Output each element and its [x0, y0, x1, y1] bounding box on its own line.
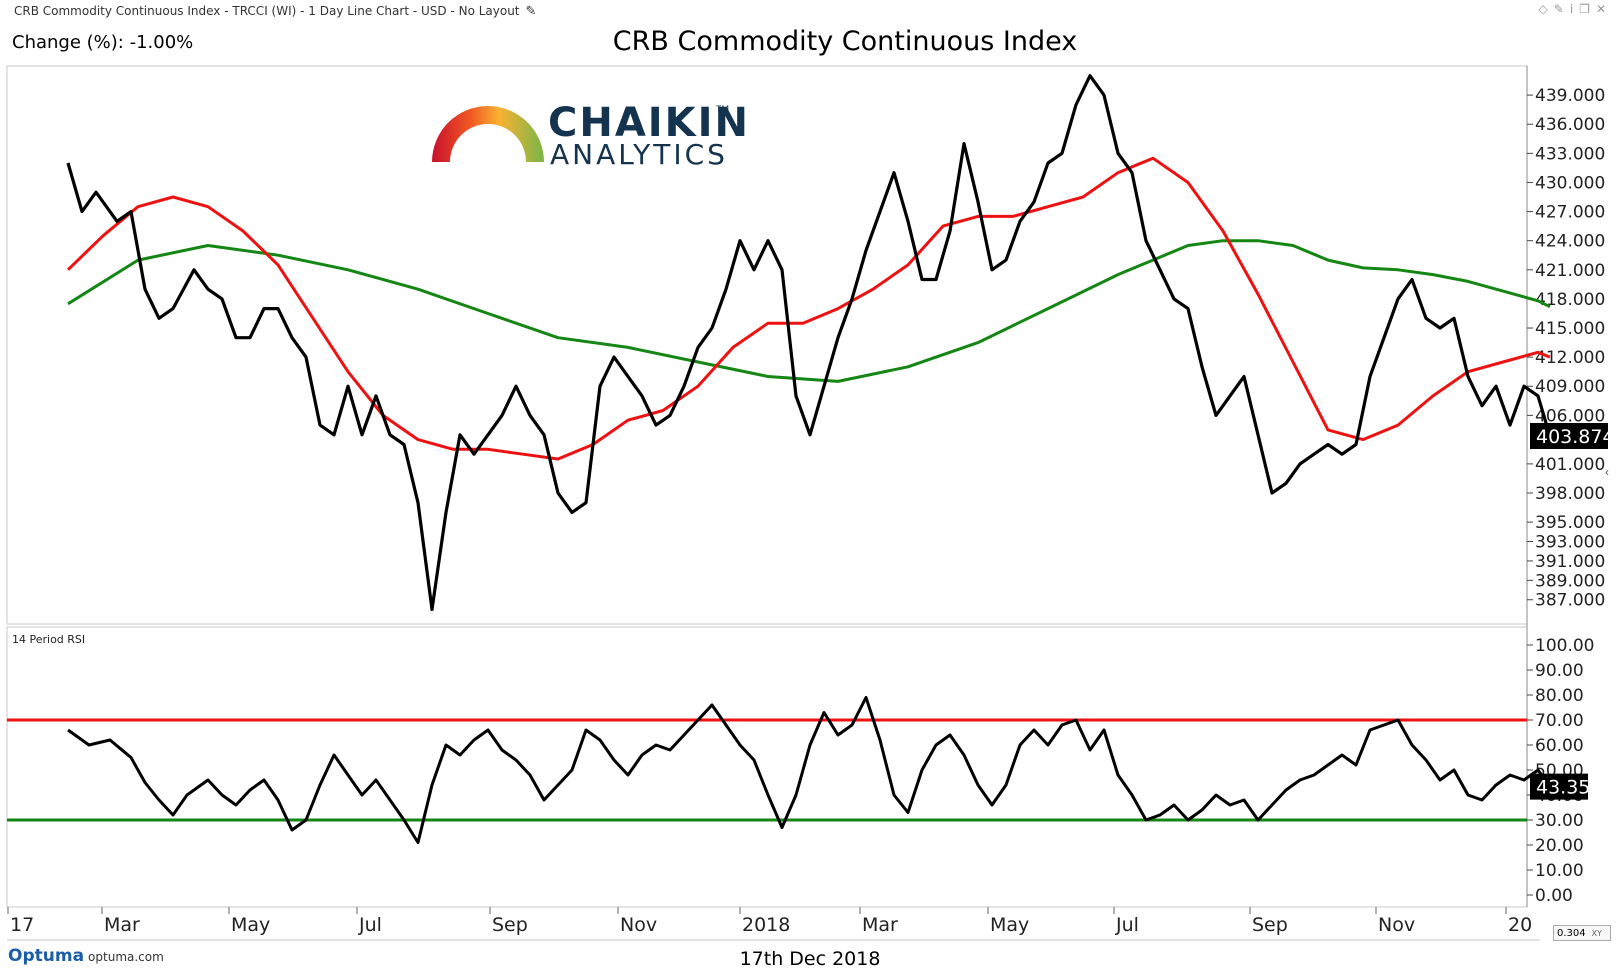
restore-icon[interactable]: ❐	[1579, 2, 1596, 16]
close-icon[interactable]: ✕	[1595, 2, 1612, 16]
chart-title: CRB Commodity Continuous Index	[612, 26, 1078, 57]
change-percent: Change (%): -1.00%	[12, 32, 194, 53]
price-tick-label: 424.000	[1535, 232, 1605, 252]
price-tick-label: 401.000	[1535, 455, 1605, 475]
rsi-tick-label: 0.00	[1535, 886, 1573, 906]
date-tick-label: Nov	[620, 914, 657, 936]
price-tick-label: 391.000	[1535, 552, 1605, 572]
rsi-tick-label: 80.00	[1535, 686, 1584, 706]
rsi-tick-label: 100.00	[1535, 636, 1594, 656]
date-tick-label: 20	[1508, 914, 1532, 936]
date-tick-label: Nov	[1378, 914, 1415, 936]
date-axis: 17 Mar May Jul Sep Nov 2018 Mar May Jul Sep Nov 20	[7, 907, 1532, 936]
price-last-value: 403.874	[1536, 426, 1615, 448]
price-tick-label: 418.000	[1535, 290, 1605, 310]
last-value-badges: 403.874 43.35	[1530, 422, 1615, 800]
date-tick-label: Mar	[862, 914, 898, 936]
date-tick-label: Sep	[1252, 914, 1288, 936]
date-tick-label: Mar	[104, 914, 140, 936]
date-tick-label: Sep	[492, 914, 528, 936]
price-tick-label: 430.000	[1535, 173, 1605, 193]
price-last-badge	[1530, 422, 1608, 449]
zoom-value: 0.304	[1557, 928, 1586, 939]
date-tick-label: Jul	[358, 914, 382, 936]
rsi-line	[67, 696, 1552, 844]
date-tick-label: 17	[10, 914, 34, 936]
xy-toggle[interactable]: XY	[1591, 929, 1603, 938]
chart-info-text: CRB Commodity Continuous Index - TRCCI (…	[14, 4, 520, 18]
zoom-field[interactable]: 0.304 XY	[1553, 925, 1611, 941]
date-tick-label: May	[990, 914, 1029, 936]
rsi-tick-label: 60.00	[1535, 736, 1584, 756]
logo-tm: TM	[716, 104, 729, 114]
price-panel-frame	[6, 65, 1528, 625]
price-tick-label: 409.000	[1535, 377, 1605, 397]
window-controls: ◇✎ⅰ❐✕	[1539, 2, 1612, 16]
optuma-brand[interactable]: Optuma optuma.com	[8, 946, 164, 966]
rsi-tick-label: 10.00	[1535, 861, 1584, 881]
price-tick-label: 389.000	[1535, 571, 1605, 591]
price-tick-label: 415.000	[1535, 319, 1605, 339]
logo-analytics: ANALYTICS	[550, 138, 728, 171]
footer-date: 17th Dec 2018	[739, 948, 881, 970]
optuma-logo-text: Optuma	[8, 946, 85, 966]
date-tick-label: 2018	[742, 914, 790, 936]
price-tick-label: 393.000	[1535, 533, 1605, 553]
rsi-last-value: 43.35	[1536, 777, 1590, 799]
edit-pencil-icon[interactable]: ✎	[525, 4, 537, 19]
rsi-tick-label: 90.00	[1535, 661, 1584, 681]
logo-chaikin: CHAIKIN	[548, 100, 751, 146]
axis-collapse-arrow-icon[interactable]: ‹	[1605, 465, 1609, 479]
ma50-line	[66, 156, 1551, 461]
price-tick-label: 387.000	[1535, 591, 1605, 611]
price-tick-label: 427.000	[1535, 203, 1605, 223]
price-tick-label: 398.000	[1535, 484, 1605, 504]
price-tick-label: 421.000	[1535, 261, 1605, 281]
info-icon[interactable]: ⅰ	[1569, 2, 1580, 16]
pin-icon[interactable]: ✎	[1553, 2, 1570, 16]
rsi-tick-label: 70.00	[1535, 711, 1584, 731]
rsi-panel-frame	[6, 626, 1528, 908]
chaikin-gauge-logo	[432, 106, 544, 162]
rsi-panel-label: 14 Period RSI	[12, 633, 86, 646]
price-tick-label: 433.000	[1535, 144, 1605, 164]
price-tick-label: 439.000	[1535, 86, 1605, 106]
price-tick-label: 412.000	[1535, 348, 1605, 368]
optuma-url[interactable]: optuma.com	[88, 950, 164, 964]
date-tick-label: May	[231, 914, 270, 936]
diamond-icon[interactable]: ◇	[1538, 2, 1554, 16]
ma200-line	[67, 239, 1551, 383]
price-tick-label: 395.000	[1535, 513, 1605, 533]
price-axis: 439.000 436.000 433.000 430.000 427.000 424.0…	[1527, 86, 1605, 611]
price-tick-label: 406.000	[1535, 406, 1605, 426]
price-tick-label: 436.000	[1535, 115, 1605, 135]
rsi-bands	[7, 718, 1527, 822]
rsi-last-badge	[1530, 773, 1588, 800]
price-line	[66, 74, 1552, 611]
series-lines	[66, 74, 1552, 844]
rsi-tick-label: 20.00	[1535, 836, 1584, 856]
chart-info-header: CRB Commodity Continuous Index - TRCCI (…	[14, 4, 536, 19]
rsi-tick-label: 30.00	[1535, 811, 1584, 831]
date-tick-label: Jul	[1115, 914, 1139, 936]
